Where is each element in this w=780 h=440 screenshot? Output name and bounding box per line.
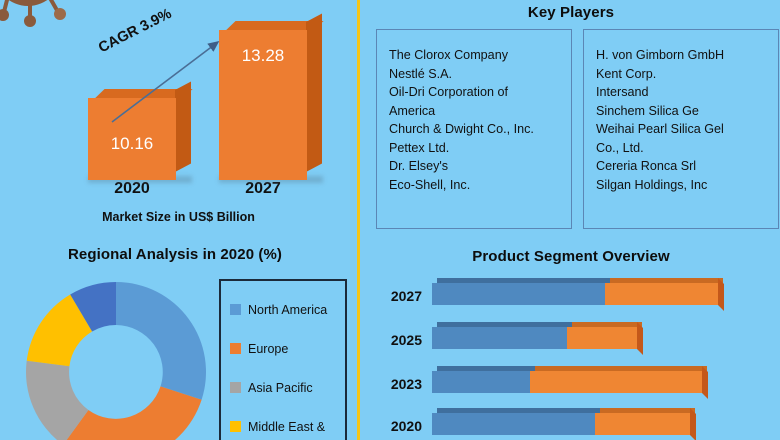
donut-slice-south-america [70, 282, 116, 332]
segment-front-face [595, 413, 690, 435]
bar-front-face-2027 [219, 30, 307, 180]
segment-orange [530, 366, 707, 393]
legend-swatch-icon [230, 382, 241, 393]
bar-2020: 10.16 [88, 81, 193, 180]
key-player-item: Cereria Ronca Srl [596, 159, 697, 173]
legend-item-asia-pacific[interactable]: Asia Pacific [230, 368, 345, 407]
bar-side-face-2027 [306, 13, 322, 173]
segment-orange [605, 278, 723, 305]
segment-top-face [437, 408, 600, 413]
key-players-left-box: The Clorox Company Nestlé S.A. Oil-Dri C… [376, 29, 572, 229]
key-player-item: Intersand [596, 85, 649, 99]
legend-item-north-america[interactable]: North America [230, 290, 345, 329]
segment-top-face [437, 322, 572, 327]
segment-end-cap [702, 366, 708, 399]
key-player-item: Eco-Shell, Inc. [389, 177, 471, 192]
key-player-item: Sinchem Silica Ge [596, 103, 699, 118]
key-players-right-box: H. von Gimborn GmbH Kent Corp. Intersand… [583, 29, 779, 229]
segment-orange [567, 322, 642, 349]
segment-top-face [437, 278, 610, 283]
row-label: 2023 [390, 376, 422, 392]
key-player-item: H. von Gimborn GmbH [596, 48, 725, 62]
key-player-item: Church & Dwight Co., Inc. [389, 122, 534, 136]
stacked-bar [432, 408, 696, 440]
legend-item-middle-east[interactable]: Middle East & [230, 407, 345, 440]
segment-blue [432, 366, 535, 393]
segment-front-face [567, 327, 637, 349]
segment-blue [432, 408, 600, 435]
segment-top-face [535, 366, 707, 371]
stacked-bar [432, 322, 643, 355]
segment-front-face [432, 413, 595, 435]
segment-top-face [572, 322, 642, 327]
regional-donut [18, 274, 214, 440]
legend-label: Europe [248, 341, 289, 356]
legend-label: Middle East & [248, 419, 326, 434]
donut-slice-north-america [116, 282, 207, 400]
key-player-item: Co., Ltd. [596, 140, 644, 155]
key-players-panel: Key Players The Clorox Company Nestlé S.… [362, 0, 780, 246]
segment-front-face [432, 283, 605, 305]
segment-top-face [610, 278, 723, 283]
product-segment-chart: Product Segment Overview 2027 2025 [362, 246, 780, 440]
regional-analysis-chart: Regional Analysis in 2020 (%) [0, 246, 357, 440]
product-segment-title: Product Segment Overview [472, 248, 670, 265]
segment-front-face [605, 283, 718, 305]
regional-analysis-title: Regional Analysis in 2020 (%) [67, 246, 283, 263]
segment-front-face [432, 327, 567, 349]
legend-swatch-icon [230, 343, 241, 354]
key-player-item: The Clorox Company [389, 48, 508, 62]
segment-end-cap [718, 278, 724, 311]
bar-2027: 13.28 [219, 13, 324, 180]
stacked-bar [432, 366, 708, 399]
cagr-arrow-icon [108, 34, 228, 126]
product-segment-row-2023: 2023 [362, 366, 780, 401]
key-player-item: Kent Corp. [596, 66, 657, 81]
market-size-chart: 10.16 13.28 [0, 0, 357, 232]
column-plot-area: 10.16 13.28 [0, 0, 357, 183]
segment-front-face [530, 371, 702, 393]
segment-end-cap [690, 408, 696, 440]
key-player-item: Dr. Elsey's [389, 159, 449, 173]
legend-swatch-icon [230, 421, 241, 432]
legend-swatch-icon [230, 304, 241, 315]
key-player-item: Weihai Pearl Silica Gel [596, 122, 724, 136]
key-player-item: Pettex Ltd. [389, 140, 450, 155]
panel-divider [357, 0, 360, 440]
row-label: 2020 [390, 418, 422, 434]
product-segment-row-2025: 2025 [362, 322, 780, 357]
row-label: 2027 [390, 288, 422, 304]
legend-label: Asia Pacific [248, 380, 313, 395]
donut-slice-middle-east [26, 294, 93, 367]
bar-front-face-2020 [88, 98, 176, 180]
legend-item-europe[interactable]: Europe [230, 329, 345, 368]
legend-label: North America [248, 302, 328, 317]
bar-value-2027: 13.28 [241, 46, 285, 65]
donut-slice-europe [66, 386, 202, 440]
category-label-2020: 2020 [114, 180, 150, 197]
product-segment-row-2027: 2027 [362, 278, 780, 313]
category-label-2027: 2027 [245, 180, 281, 197]
key-player-item: Nestlé S.A. [389, 66, 452, 81]
regional-legend: North America Europe Asia Pacific Middle… [219, 279, 347, 440]
row-label: 2025 [390, 332, 422, 348]
segment-front-face [432, 371, 530, 393]
donut-slice-asia-pacific [26, 360, 89, 440]
key-player-item: America [389, 103, 436, 118]
segment-end-cap [637, 322, 643, 355]
stacked-bar [432, 278, 724, 311]
segment-orange [595, 408, 695, 435]
product-segment-row-2020: 2020 [362, 408, 780, 440]
segment-top-face [437, 366, 535, 371]
bar-value-2020: 10.16 [110, 134, 154, 153]
key-players-title: Key Players [527, 4, 615, 21]
key-player-item: Oil-Dri Corporation of [389, 85, 508, 99]
segment-blue [432, 278, 610, 305]
market-size-caption: Market Size in US$ Billion [102, 210, 255, 224]
key-player-item: Silgan Holdings, Inc [596, 177, 708, 192]
segment-top-face [600, 408, 695, 413]
segment-blue [432, 322, 572, 349]
